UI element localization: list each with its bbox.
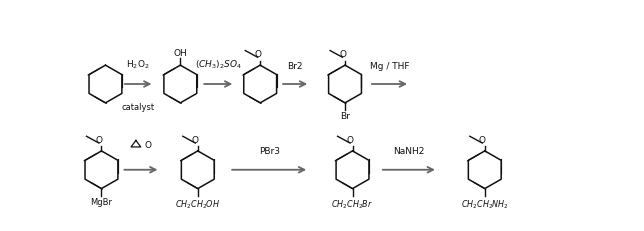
Text: O: O — [144, 141, 151, 150]
Text: O: O — [478, 136, 486, 145]
Text: PBr3: PBr3 — [259, 147, 279, 156]
Text: O: O — [339, 50, 346, 59]
Text: $CH_2CH_2OH$: $CH_2CH_2OH$ — [175, 197, 220, 210]
Text: $(CH_3)_2SO_4$: $(CH_3)_2SO_4$ — [194, 58, 242, 70]
Text: O: O — [346, 136, 354, 145]
Text: H$_2$O$_2$: H$_2$O$_2$ — [126, 58, 150, 70]
Text: O: O — [254, 50, 261, 59]
Text: catalyst: catalyst — [122, 102, 155, 111]
Text: Mg / THF: Mg / THF — [370, 61, 409, 70]
Text: O: O — [95, 136, 102, 145]
Text: NaNH2: NaNH2 — [393, 147, 424, 156]
Text: O: O — [192, 136, 199, 145]
Text: OH: OH — [173, 49, 187, 58]
Text: $CH_2CH_2NH_2$: $CH_2CH_2NH_2$ — [461, 197, 509, 210]
Text: MgBr: MgBr — [90, 197, 113, 206]
Text: $CH_2CH_2Br$: $CH_2CH_2Br$ — [332, 197, 374, 210]
Text: Br: Br — [340, 112, 350, 121]
Text: Br2: Br2 — [287, 61, 303, 70]
